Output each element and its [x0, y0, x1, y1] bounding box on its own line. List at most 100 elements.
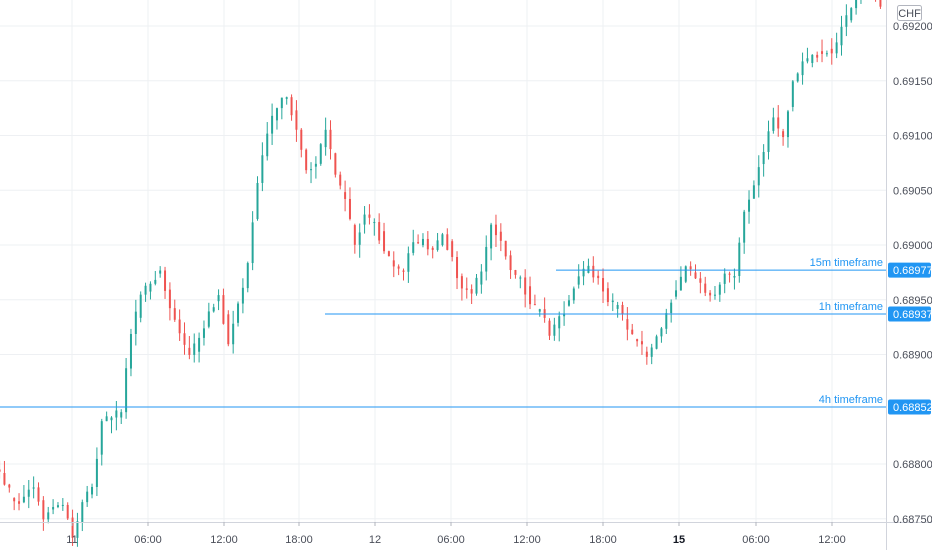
candle — [115, 400, 118, 431]
candle — [733, 268, 736, 290]
candle-body — [144, 285, 147, 295]
level-lines[interactable]: 15m timeframe 1h timeframe 4h timeframe — [0, 257, 886, 408]
candle — [806, 47, 809, 64]
candle-body — [465, 288, 468, 290]
candle — [212, 303, 215, 313]
candles — [0, 0, 882, 547]
price-tag: 0.68937 — [888, 306, 932, 322]
candle — [222, 288, 225, 325]
candle-body — [314, 163, 317, 167]
candle-body — [640, 341, 643, 345]
candle-body — [684, 266, 687, 282]
level-1h-timeframe[interactable]: 1h timeframe — [325, 301, 886, 315]
candle-body — [675, 290, 678, 297]
candle-body — [120, 412, 123, 418]
candle-body — [801, 61, 804, 76]
candle-body — [271, 115, 274, 134]
candle — [855, 0, 858, 15]
candle-body — [728, 273, 731, 275]
candle-body — [558, 316, 561, 329]
candle-body — [188, 347, 191, 355]
candle — [348, 187, 351, 221]
candle — [694, 264, 697, 280]
candle — [665, 308, 668, 334]
candle — [640, 330, 643, 355]
candle-body — [52, 507, 55, 510]
candle — [241, 278, 244, 314]
candle — [154, 270, 157, 286]
candle — [572, 286, 575, 304]
level-15m-timeframe[interactable]: 15m timeframe — [556, 257, 886, 271]
candle-body — [81, 502, 84, 523]
candle — [105, 411, 108, 422]
candle-body — [679, 276, 682, 291]
candle — [709, 290, 712, 302]
candle — [56, 502, 59, 509]
candle — [577, 264, 580, 289]
candle-body — [670, 302, 673, 314]
candle-body — [699, 278, 702, 283]
candle-body — [767, 131, 770, 152]
candle — [266, 122, 269, 161]
candle — [485, 235, 488, 281]
y-tick-label: 0.69050 — [893, 185, 932, 197]
candle — [95, 447, 98, 497]
level-4h-timeframe[interactable]: 4h timeframe — [0, 394, 886, 408]
candle — [431, 246, 434, 259]
candle-body — [563, 313, 566, 317]
candle — [558, 311, 561, 342]
price-tag-bg — [888, 262, 931, 278]
x-tick-label: 12:00 — [513, 534, 541, 546]
candle — [830, 38, 833, 65]
candle-body — [567, 300, 570, 306]
candle-body — [168, 289, 171, 309]
level-label: 1h timeframe — [819, 301, 883, 313]
candle — [446, 228, 449, 251]
candle-body — [436, 240, 439, 250]
candle — [723, 268, 726, 294]
candle-body — [198, 337, 201, 352]
candle-body — [290, 97, 293, 116]
candle — [529, 276, 532, 310]
candle-body — [621, 304, 624, 314]
candle — [13, 497, 16, 511]
candle — [821, 39, 824, 63]
price-tag: 0.68977 — [888, 262, 932, 278]
candle-body — [115, 410, 118, 418]
candle-body — [855, 0, 858, 9]
candle — [796, 72, 799, 83]
candle-body — [811, 54, 814, 64]
candle — [470, 284, 473, 305]
candle — [27, 479, 30, 509]
candle-body — [718, 284, 721, 295]
candle-body — [261, 155, 264, 183]
candle — [514, 269, 517, 279]
candle-body — [125, 368, 128, 413]
candle-body — [27, 489, 30, 497]
candle-body — [821, 51, 824, 54]
candle-body — [397, 266, 400, 269]
price-tag-bg — [888, 399, 931, 415]
candle-body — [441, 234, 444, 246]
candle — [675, 280, 678, 300]
candle — [417, 234, 420, 245]
candle-body — [845, 15, 848, 27]
candle-body — [592, 265, 595, 278]
candle-body — [509, 255, 512, 271]
candle — [592, 256, 595, 283]
candle — [251, 211, 254, 271]
candle — [611, 293, 614, 312]
candle — [100, 418, 103, 466]
candle-body — [626, 319, 629, 330]
y-tick-label: 0.68750 — [893, 514, 932, 526]
candle — [475, 274, 478, 296]
candle-body — [752, 185, 755, 199]
candle — [232, 310, 235, 354]
candle — [32, 476, 35, 499]
level-label: 15m timeframe — [810, 257, 883, 269]
candle-body — [193, 343, 196, 355]
candle — [811, 54, 814, 68]
candle — [237, 301, 240, 327]
